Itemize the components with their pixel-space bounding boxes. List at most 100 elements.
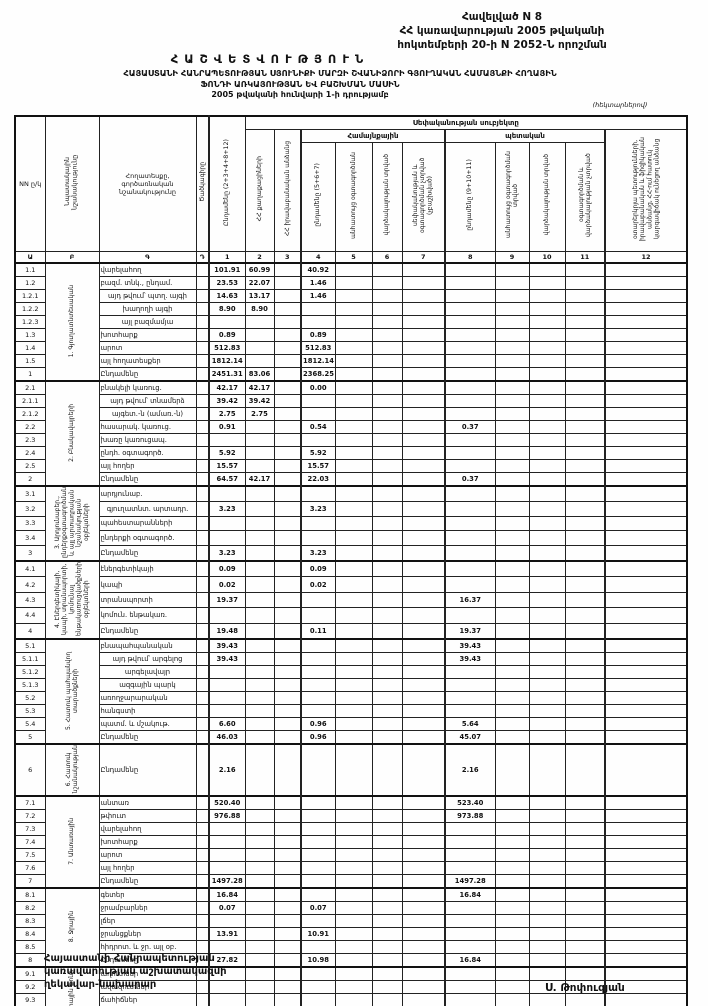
value-cell-col1: 19.48 <box>208 622 246 640</box>
value-cell-col6 <box>371 515 403 532</box>
value-cell-col4: 10.98 <box>300 953 336 968</box>
value-cell-col12 <box>603 953 688 968</box>
table-row: 5.1.3 ազգային պարկ <box>14 678 688 693</box>
value-cell-col5 <box>334 809 373 824</box>
value-cell-col5 <box>334 289 373 303</box>
value-cell-col3 <box>273 607 302 624</box>
value-cell-col7 <box>401 874 446 889</box>
value-cell-col4: 22.03 <box>300 472 336 487</box>
value-cell-col5 <box>334 730 373 745</box>
value-cell-col10 <box>528 276 566 290</box>
value-cell-col3 <box>273 354 302 368</box>
section-purpose-label: 8. Ջրային <box>68 911 76 943</box>
value-cell-col7 <box>401 953 446 968</box>
value-cell-col8: 973.88 <box>444 809 496 824</box>
code-cell <box>195 394 210 408</box>
value-cell-col8: 39.43 <box>444 652 496 667</box>
value-cell-col2 <box>244 809 275 824</box>
row-number-cell: 9.3 <box>14 993 46 1006</box>
value-cell-col12 <box>603 262 688 277</box>
value-cell-col6 <box>371 276 403 290</box>
value-cell-col6 <box>371 500 403 517</box>
value-cell-col10 <box>528 500 566 517</box>
value-cell-col7 <box>401 367 446 382</box>
value-cell-col4: 10.91 <box>300 927 336 942</box>
value-cell-col12 <box>603 515 688 532</box>
value-cell-col7 <box>401 993 446 1006</box>
table-row: 8.5 հիդրոտ. և ջր. այլ օբ. <box>14 940 688 955</box>
value-cell-col11 <box>564 887 606 903</box>
table-row: 2.2 հասարակ. կառուց. 0.91 0.54 0.37 <box>14 420 688 434</box>
value-cell-col10 <box>528 607 566 624</box>
value-cell-col9 <box>494 993 530 1006</box>
value-cell-col4: 0.54 <box>300 420 336 434</box>
value-cell-col7 <box>401 887 446 903</box>
value-cell-col3 <box>273 887 302 903</box>
value-cell-col3 <box>273 407 302 421</box>
value-cell-col6 <box>371 993 403 1006</box>
value-cell-col11 <box>564 835 606 850</box>
code-cell <box>195 901 210 916</box>
value-cell-col8 <box>444 560 496 578</box>
value-cell-col8: 1497.28 <box>444 874 496 889</box>
land-balance-table: NN ը/կ Նպատակային նշանակությունը Հողատես… <box>14 115 689 1006</box>
value-cell-col8 <box>444 530 496 547</box>
value-cell-col3 <box>273 980 302 995</box>
value-cell-col9 <box>494 678 530 693</box>
land-type-cell: առողջարարական <box>98 691 197 706</box>
value-cell-col4: 1812.14 <box>300 354 336 368</box>
value-cell-col11 <box>564 591 606 609</box>
value-cell-col3 <box>273 591 302 609</box>
row-number-cell: 7 <box>14 874 46 889</box>
value-cell-col11 <box>564 276 606 290</box>
row-number-cell: 1.2.2 <box>14 302 46 316</box>
value-cell-col1: 101.91 <box>208 262 246 277</box>
section-purpose-cell: 2. Բնակավայրերի <box>44 380 100 487</box>
value-cell-col12 <box>603 420 688 434</box>
value-cell-col12 <box>603 354 688 368</box>
code-cell <box>195 472 210 487</box>
code-cell <box>195 515 210 532</box>
column-letter: 5 <box>334 251 373 264</box>
value-cell-col7 <box>401 341 446 355</box>
value-cell-col1: 3.23 <box>208 500 246 517</box>
table-row: 4.4 կոմուն. ենթակառ. <box>14 607 688 624</box>
table-row: 1.5 այլ հողատեսքեր 1812.14 1812.14 <box>14 354 688 368</box>
code-cell <box>195 367 210 382</box>
value-cell-col12 <box>603 341 688 355</box>
value-cell-col10 <box>528 472 566 487</box>
code-cell <box>195 809 210 824</box>
land-type-cell: Ընդամենը <box>98 874 197 889</box>
value-cell-col12 <box>603 607 688 624</box>
value-cell-col12 <box>603 743 688 797</box>
value-cell-col3 <box>273 328 302 342</box>
value-cell-col5 <box>334 874 373 889</box>
value-cell-col10 <box>528 560 566 578</box>
value-cell-col2 <box>244 652 275 667</box>
value-cell-col3 <box>273 730 302 745</box>
value-cell-col9 <box>494 874 530 889</box>
value-cell-col11 <box>564 515 606 532</box>
value-cell-col10 <box>528 591 566 609</box>
value-cell-col11 <box>564 822 606 837</box>
value-cell-col10 <box>528 717 566 732</box>
signatory-line-2: կառավարության աշխատակազմի <box>44 966 227 977</box>
value-cell-col12 <box>603 691 688 706</box>
table-row: 8.3 լճեր <box>14 914 688 929</box>
value-cell-col5 <box>334 993 373 1006</box>
col-header-state-free-use: անհատույց օգտագործման տրված <box>494 142 530 252</box>
land-type-cell: ջրամբարներ <box>98 901 197 916</box>
value-cell-col8 <box>444 302 496 316</box>
value-cell-col2: 8.90 <box>244 302 275 316</box>
value-cell-col1 <box>208 704 246 719</box>
value-cell-col3 <box>273 835 302 850</box>
table-row: 2.5 այլ հողեր 15.57 15.57 <box>14 459 688 473</box>
value-cell-col9 <box>494 560 530 578</box>
value-cell-col12 <box>603 545 688 562</box>
value-cell-col5 <box>334 638 373 654</box>
value-cell-col5 <box>334 887 373 903</box>
row-number-cell: 1.2 <box>14 276 46 290</box>
value-cell-col1 <box>208 822 246 837</box>
value-cell-col3 <box>273 848 302 863</box>
code-cell <box>195 407 210 421</box>
